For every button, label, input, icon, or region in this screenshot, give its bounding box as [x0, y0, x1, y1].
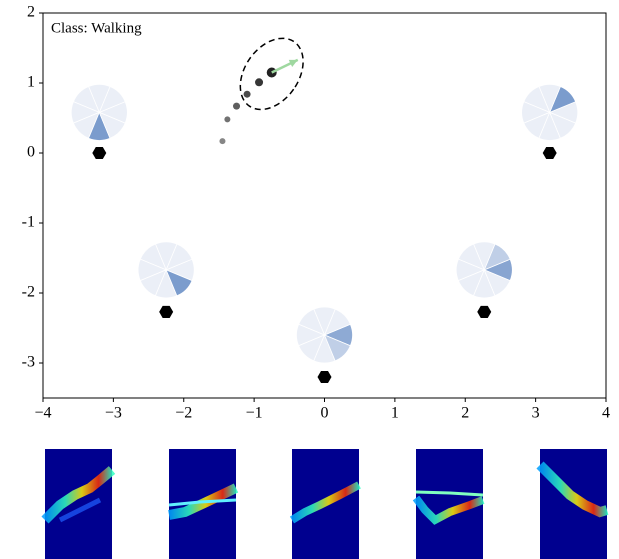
pie-sector [548, 111, 577, 139]
trajectory-point [243, 90, 251, 98]
sensor [477, 305, 492, 318]
x-tick-label: −4 [34, 405, 51, 422]
trajectory-point [255, 78, 264, 87]
annotation: Class: Walking [51, 20, 142, 36]
x-tick-label: 4 [602, 405, 610, 422]
x-tick-label: −1 [246, 405, 263, 422]
x-tick-label: 2 [461, 405, 469, 422]
pie-sector [165, 269, 193, 297]
x-tick-label: 0 [321, 405, 329, 422]
trajectory-point [233, 102, 241, 110]
trajectory-point [224, 116, 231, 123]
pie-sector [98, 111, 126, 139]
x-tick-label: −3 [105, 405, 122, 422]
x-tick-label: −2 [175, 405, 192, 422]
y-tick-label: -1 [22, 214, 35, 231]
y-tick-label: 1 [27, 74, 35, 91]
sensor [317, 370, 332, 384]
sensor [159, 305, 174, 318]
y-tick-label: 0 [27, 144, 35, 161]
trajectory-point [219, 138, 226, 145]
pie-sector [483, 269, 511, 297]
y-tick-label: -2 [22, 284, 35, 301]
x-tick-label: 1 [391, 405, 399, 422]
spectrograms [41, 449, 609, 559]
heading-arrow-head [288, 59, 298, 67]
sensor [542, 146, 557, 160]
sensor [92, 146, 107, 160]
y-tick-label: 2 [27, 4, 35, 21]
x-tick-label: 3 [532, 405, 540, 422]
pie-sector [323, 334, 351, 362]
y-tick-label: -3 [22, 354, 35, 371]
